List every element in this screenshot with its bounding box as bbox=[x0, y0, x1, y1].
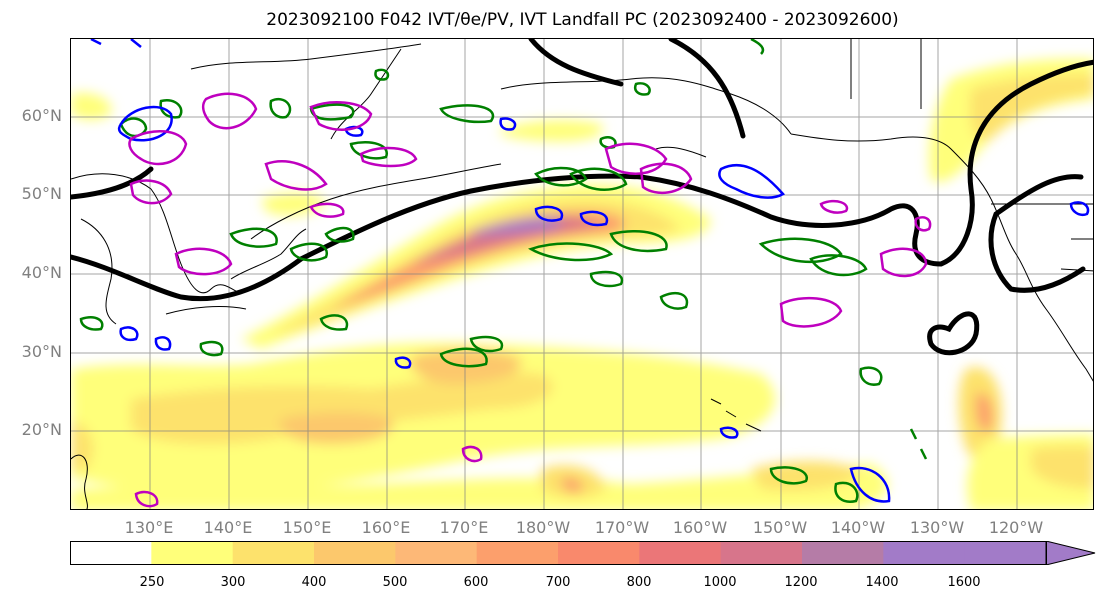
black-contours bbox=[71, 39, 1093, 356]
magenta-contours bbox=[128, 92, 932, 508]
colorbar-outline bbox=[70, 541, 1047, 565]
colorbar-cell bbox=[232, 541, 315, 565]
blue-contours bbox=[90, 39, 1090, 503]
lon-label-170w: 170°W bbox=[594, 518, 650, 537]
lon-label-170e: 170°E bbox=[439, 518, 489, 537]
lon-label-160e: 160°E bbox=[361, 518, 411, 537]
colorbar-tick-1400: 1400 bbox=[865, 575, 899, 590]
lat-label-60n: 60°N bbox=[21, 106, 62, 125]
colorbar-extend-arrow bbox=[1045, 541, 1096, 565]
colorbar-cell bbox=[70, 541, 152, 565]
colorbar-tick-600: 600 bbox=[463, 575, 489, 590]
colorbar-cell bbox=[883, 541, 966, 565]
colorbar-tick-1600: 1600 bbox=[947, 575, 981, 590]
graticule bbox=[71, 39, 1093, 509]
colorbar-tick-300: 300 bbox=[220, 575, 246, 590]
lon-label-120w: 120°W bbox=[988, 518, 1044, 537]
lon-label-150e: 150°E bbox=[282, 518, 332, 537]
ivt-shading bbox=[71, 58, 1093, 509]
lon-label-140w: 140°W bbox=[830, 518, 886, 537]
lat-label-40n: 40°N bbox=[21, 263, 62, 282]
lat-label-50n: 50°N bbox=[21, 184, 62, 203]
colorbar-cells bbox=[70, 541, 1047, 565]
colorbar-tick-400: 400 bbox=[301, 575, 327, 590]
lon-label-140e: 140°E bbox=[203, 518, 253, 537]
figure-title: 2023092100 F042 IVT/θe/PV, IVT Landfall … bbox=[266, 10, 899, 30]
colorbar-cell bbox=[476, 541, 559, 565]
colorbar-cell bbox=[314, 541, 396, 565]
lat-label-30n: 30°N bbox=[21, 342, 62, 361]
lat-label-20n: 20°N bbox=[21, 420, 62, 439]
colorbar-cell bbox=[720, 541, 803, 565]
lon-label-130e: 130°E bbox=[124, 518, 174, 537]
colorbar-tick-250: 250 bbox=[139, 575, 165, 590]
colorbar-cell bbox=[964, 541, 1047, 565]
colorbar-tick-500: 500 bbox=[382, 575, 408, 590]
colorbar-cell bbox=[151, 541, 234, 565]
map-panel bbox=[70, 38, 1094, 510]
colorbar-cell bbox=[639, 541, 722, 565]
colorbar-tick-800: 800 bbox=[626, 575, 652, 590]
colorbar-tick-700: 700 bbox=[545, 575, 571, 590]
ivt-map bbox=[71, 39, 1093, 509]
colorbar-cell bbox=[395, 541, 478, 565]
colorbar-tick-1200: 1200 bbox=[784, 575, 818, 590]
lon-label-150w: 150°W bbox=[752, 518, 808, 537]
lon-label-160w: 160°W bbox=[672, 518, 728, 537]
colorbar bbox=[70, 541, 1096, 565]
colorbar-cell bbox=[558, 541, 640, 565]
lon-label-130w: 130°W bbox=[909, 518, 965, 537]
lon-label-180w: 180°W bbox=[515, 518, 571, 537]
colorbar-cell bbox=[802, 541, 884, 565]
colorbar-tick-1000: 1000 bbox=[703, 575, 737, 590]
